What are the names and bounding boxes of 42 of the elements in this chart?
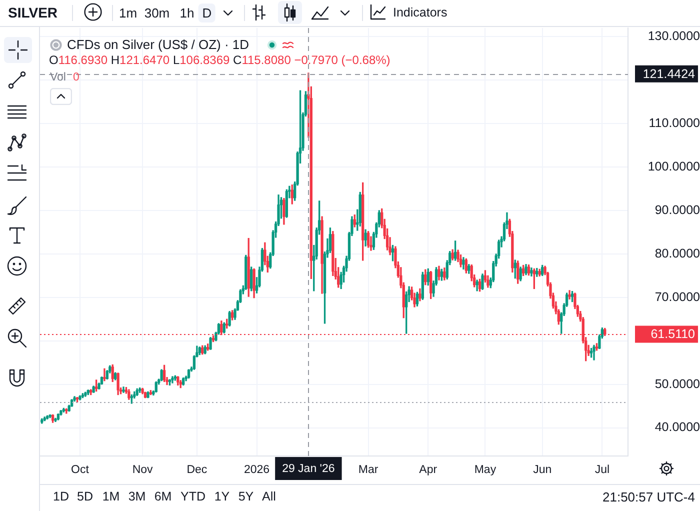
- annotation: 0: [73, 70, 80, 86]
- text: 6M: [154, 490, 172, 504]
- text: D: [198, 4, 216, 22]
- text: All: [262, 490, 276, 504]
- y-tick-label: 90.0000: [654, 202, 700, 217]
- x-tick-label: 29 Jan '26: [282, 463, 335, 476]
- text: 1h: [180, 6, 194, 20]
- y-tick-label: 70.0000: [654, 290, 700, 304]
- ref-line-label: 61.5110: [650, 327, 696, 342]
- x-tick-label: Mar: [358, 464, 378, 476]
- y-tick-label: 100.0000: [648, 160, 700, 174]
- x-tick-label: May: [474, 464, 496, 476]
- text: 1m: [118, 6, 138, 20]
- y-tick-label: 130.0000: [648, 29, 700, 44]
- x-tick-label: Jun: [533, 464, 552, 476]
- y-tick-label: 50.0000: [654, 376, 700, 391]
- text: 5Y: [238, 490, 254, 504]
- y-tick-label: 80.0000: [654, 246, 700, 260]
- x-tick-label: 2026: [244, 464, 270, 476]
- text: 21:50:57 UTC-4: [602, 490, 695, 504]
- x-tick-label: Dec: [186, 464, 208, 476]
- text: SILVER: [8, 4, 58, 20]
- ref-line-label: 121.4424: [642, 66, 696, 81]
- x-tick-label: Nov: [132, 464, 154, 476]
- y-tick-label: 40.0000: [654, 420, 700, 434]
- annotation: Vol: [50, 70, 66, 86]
- text: 3M: [128, 490, 146, 504]
- y-tick-label: 110.0000: [648, 116, 700, 130]
- text: YTD: [180, 490, 206, 504]
- text: 5D: [77, 490, 93, 504]
- text: 1M: [102, 490, 120, 504]
- x-tick-label: Jul: [594, 464, 610, 476]
- x-tick-label: Apr: [419, 464, 438, 476]
- text: O116.6930 H121.6470 L106.8369 C115.8080 −0.7970 (−0.68%): [49, 53, 390, 67]
- candlestick: [568, 290, 571, 300]
- x-tick-label: Oct: [71, 464, 90, 476]
- text: CFDs on Silver (US$ / OZ) · 1D: [67, 36, 250, 53]
- text: Indicators: [393, 6, 448, 20]
- text: 30m: [144, 6, 170, 20]
- text: 1D: [53, 490, 69, 504]
- text: 1Y: [214, 490, 230, 504]
- candlestick: [103, 368, 106, 382]
